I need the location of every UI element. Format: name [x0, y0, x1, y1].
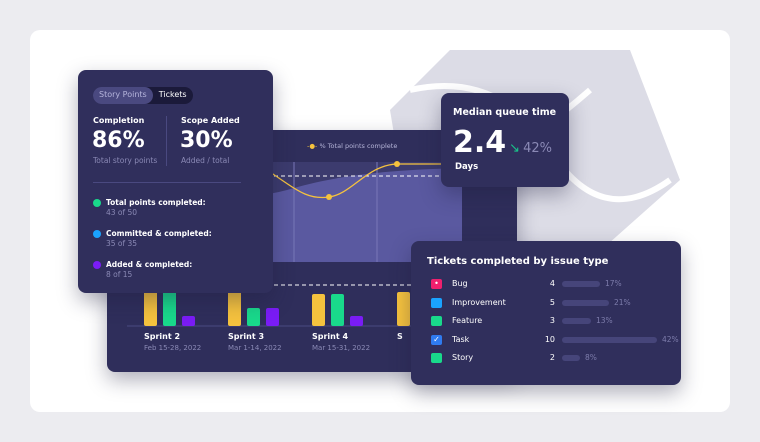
story-points-tickets-toggle[interactable]: Story Points Tickets [93, 87, 193, 104]
scope-added-value: 30% [180, 128, 233, 153]
feature-icon [431, 316, 442, 326]
completion-card: Story Points Tickets Completion 86% Tota… [78, 70, 273, 293]
ticket-bar [562, 336, 657, 343]
stat-label: Total points completed: [106, 198, 206, 207]
divider [166, 116, 167, 166]
sprint-dates: Mar 1-14, 2022 [228, 344, 282, 352]
sprint-label: Sprint 2 [144, 332, 181, 341]
stat-label: Added & completed: [106, 260, 193, 269]
task-check-icon: ✓ [431, 334, 442, 345]
bug-icon: • [431, 279, 442, 289]
stat-dot-icon [93, 230, 101, 238]
scope-added-label: Scope Added [181, 116, 240, 125]
sprint-label: S [397, 332, 403, 341]
ticket-type: Task [452, 334, 470, 344]
trend-down-icon: ↘ [509, 141, 521, 156]
sprint-dates: Mar 15-31, 2022 [312, 344, 371, 352]
ticket-count: 3 [549, 316, 555, 325]
story-icon [431, 353, 442, 363]
ticket-percent: 17% [605, 279, 622, 288]
scope-added-caption: Added / total [181, 156, 230, 165]
stat-value: 8 of 15 [106, 270, 133, 279]
median-change: 42% [523, 141, 552, 156]
ticket-percent: 13% [596, 316, 613, 325]
ticket-count: 5 [549, 297, 555, 307]
sprint-bar [144, 286, 157, 326]
ticket-type: Story [452, 353, 474, 362]
ticket-percent: 8% [585, 353, 597, 362]
improvement-icon [431, 297, 442, 308]
ticket-row: Story 2 8% [431, 351, 671, 365]
ticket-bar [562, 318, 591, 324]
sprint-bar [397, 292, 410, 326]
line-point [326, 194, 332, 200]
sprint-label: Sprint 3 [228, 332, 265, 341]
divider [93, 182, 241, 183]
legend-label: % Total points complete [319, 142, 398, 150]
tickets-title: Tickets completed by issue type [427, 256, 609, 267]
completion-value: 86% [92, 128, 145, 153]
stat-dot-icon [93, 199, 101, 207]
sprint-bar [331, 294, 344, 326]
stat-value: 35 of 35 [106, 239, 138, 248]
ticket-row: • Bug 4 17% [431, 277, 671, 291]
median-value-row: 2.4 ↘ 42% [453, 127, 552, 159]
toggle-tickets[interactable]: Tickets [158, 90, 187, 99]
sprint-bar [312, 294, 325, 326]
sprint-bar [266, 308, 279, 326]
ticket-bar [562, 299, 609, 306]
ticket-count: 2 [549, 353, 555, 362]
line-point [394, 161, 400, 167]
ticket-row: Improvement 5 21% [431, 296, 671, 310]
legend-marker-icon: -●- [307, 142, 318, 150]
tickets-by-type-card: Tickets completed by issue type • Bug 4 … [411, 241, 681, 385]
median-title: Median queue time [453, 107, 557, 118]
sprint-bar [163, 286, 176, 326]
sprint-dates: Feb 15-28, 2022 [144, 344, 202, 352]
sprint-bar [182, 316, 195, 326]
ticket-count: 4 [549, 279, 555, 288]
sprint-bar [350, 316, 363, 326]
ticket-type: Bug [452, 279, 468, 288]
ticket-bar [562, 281, 600, 287]
completion-caption: Total story points [93, 156, 158, 165]
sprint-bar [247, 308, 260, 326]
ticket-row: ✓ Task 10 42% [431, 333, 679, 347]
ticket-percent: 21% [614, 297, 631, 307]
ticket-percent: 42% [662, 334, 679, 344]
median-unit: Days [455, 162, 479, 172]
stat-dot-icon [93, 261, 101, 269]
chart-legend: -●- % Total points complete [307, 142, 397, 150]
sprint-bar [228, 286, 241, 326]
stat-value: 43 of 50 [106, 208, 138, 217]
completion-label: Completion [93, 116, 145, 125]
ticket-row: Feature 3 13% [431, 314, 671, 328]
median-value: 2.4 [453, 125, 507, 160]
stat-label: Committed & completed: [106, 229, 212, 238]
ticket-type: Improvement [452, 297, 506, 307]
toggle-story-points[interactable]: Story Points [93, 87, 153, 104]
median-queue-card: Median queue time 2.4 ↘ 42% Days [441, 93, 569, 187]
ticket-type: Feature [452, 316, 483, 325]
sprint-label: Sprint 4 [312, 332, 349, 341]
ticket-count: 10 [544, 334, 555, 344]
ticket-bar [562, 355, 580, 361]
